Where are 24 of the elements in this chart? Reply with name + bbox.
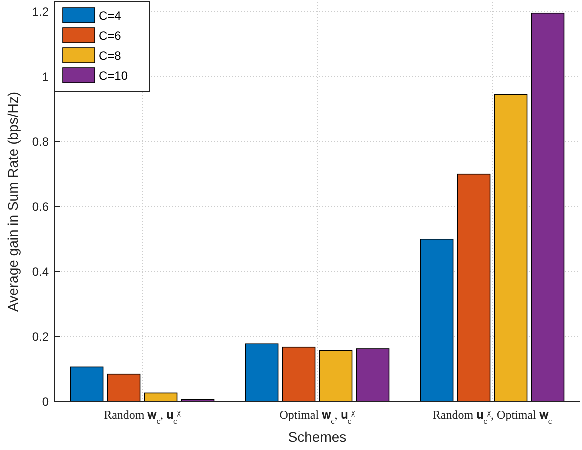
y-tick-label: 0 bbox=[42, 395, 50, 410]
bar bbox=[457, 174, 491, 402]
y-tick-label: 0.4 bbox=[32, 265, 50, 280]
y-axis-title: Average gain in Sum Rate (bps/Hz) bbox=[5, 92, 21, 312]
y-tick-label: 0.6 bbox=[32, 200, 50, 214]
x-tick-label: Random 𝐮$_{c}$$^{χ}$, Optimal 𝐰$_{c}$ bbox=[432, 408, 552, 426]
legend-label: C=10 bbox=[99, 69, 128, 84]
bar bbox=[282, 346, 316, 402]
bar bbox=[356, 348, 390, 402]
bar bbox=[494, 94, 528, 402]
y-tick-label: 0.2 bbox=[32, 330, 50, 344]
legend-label: C=6 bbox=[99, 29, 122, 44]
y-tick-label: 1.2 bbox=[32, 4, 50, 19]
bar bbox=[420, 239, 454, 402]
y-tick-label: 0.8 bbox=[32, 135, 50, 150]
bar bbox=[70, 366, 104, 402]
legend-label: C=8 bbox=[99, 49, 122, 64]
y-tick-label: 1 bbox=[42, 70, 50, 84]
legend-label: C=4 bbox=[99, 9, 122, 24]
bar bbox=[107, 374, 141, 402]
bar bbox=[531, 12, 565, 402]
bar bbox=[245, 344, 279, 402]
x-axis-title: Schemes bbox=[288, 429, 347, 445]
bar bbox=[319, 350, 353, 402]
